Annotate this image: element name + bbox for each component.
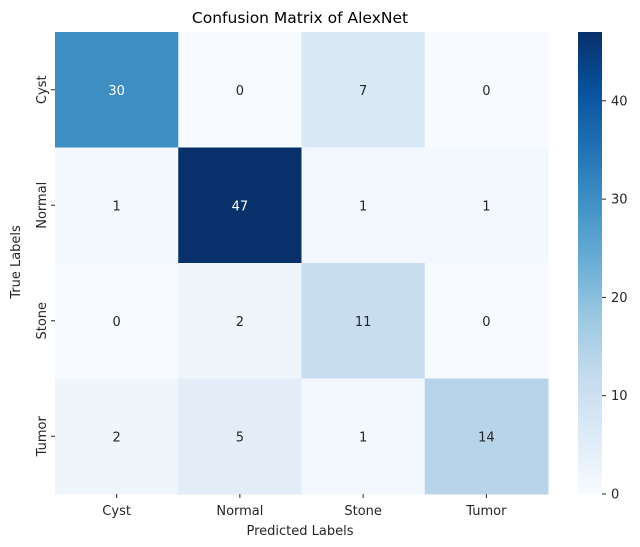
cell-value-label: 0 <box>482 84 490 99</box>
y-tick-label: Stone <box>35 302 50 340</box>
heatmap-cells <box>55 32 549 495</box>
cell-value-label: 7 <box>359 84 367 99</box>
heatmap-cell <box>178 32 302 148</box>
x-tick-label: Normal <box>216 504 263 519</box>
colorbar-ticks: 0 10 20 30 40 <box>602 94 628 503</box>
heatmap-cell <box>424 32 549 148</box>
cell-value-label: 30 <box>108 84 125 99</box>
colorbar-tick-label: 10 <box>611 389 628 404</box>
heatmap-cell <box>55 263 179 379</box>
chart-title: Confusion Matrix of AlexNet <box>192 9 408 27</box>
colorbar-tick-label: 20 <box>611 291 628 306</box>
heatmap-cell <box>424 147 549 264</box>
heatmap-cell <box>55 147 179 264</box>
y-tick-label: Cyst <box>35 75 50 104</box>
x-tick-label: Cyst <box>102 504 131 519</box>
y-tick-label: Normal <box>35 182 50 229</box>
x-axis-ticks: Cyst Normal Stone Tumor <box>102 494 507 519</box>
colorbar-tick-label: 0 <box>611 488 619 503</box>
cell-value-label: 47 <box>232 199 249 214</box>
cell-value-label: 0 <box>236 84 244 99</box>
cell-value-label: 1 <box>359 430 367 445</box>
heatmap-cell <box>55 378 179 495</box>
heatmap-cell <box>178 147 302 264</box>
heatmap-cell <box>424 378 549 495</box>
cell-value-label: 2 <box>112 430 120 445</box>
heatmap-cell <box>301 32 426 148</box>
cell-value-label: 1 <box>359 199 367 214</box>
cell-value-label: 1 <box>482 199 490 214</box>
colorbar-tick-label: 40 <box>611 94 628 109</box>
x-tick-label: Tumor <box>465 504 507 519</box>
cell-value-label: 11 <box>355 315 372 330</box>
cell-value-labels: 30 0 7 01 47 1 10 2 11 02 5 1 14 <box>108 84 494 446</box>
colorbar-tick-label: 30 <box>611 193 628 208</box>
y-tick-label: Tumor <box>35 416 50 458</box>
heatmap-cell <box>424 263 549 379</box>
heatmap-cell <box>301 263 426 379</box>
heatmap-cell <box>301 378 426 495</box>
heatmap-cell <box>55 32 179 148</box>
cell-value-label: 14 <box>478 430 495 445</box>
cell-value-label: 0 <box>112 315 120 330</box>
heatmap-cell <box>301 147 426 264</box>
cell-value-label: 5 <box>236 430 244 445</box>
colorbar <box>578 32 602 494</box>
heatmap-cell <box>178 378 302 495</box>
cell-value-label: 1 <box>112 199 120 214</box>
x-tick-label: Stone <box>344 504 382 519</box>
y-axis-label: True Labels <box>9 225 24 300</box>
heatmap-cell <box>178 263 302 379</box>
y-axis-ticks: Cyst Normal Stone Tumor <box>35 75 55 457</box>
x-axis-label: Predicted Labels <box>246 524 353 539</box>
cell-value-label: 0 <box>482 315 490 330</box>
cell-value-label: 2 <box>236 315 244 330</box>
